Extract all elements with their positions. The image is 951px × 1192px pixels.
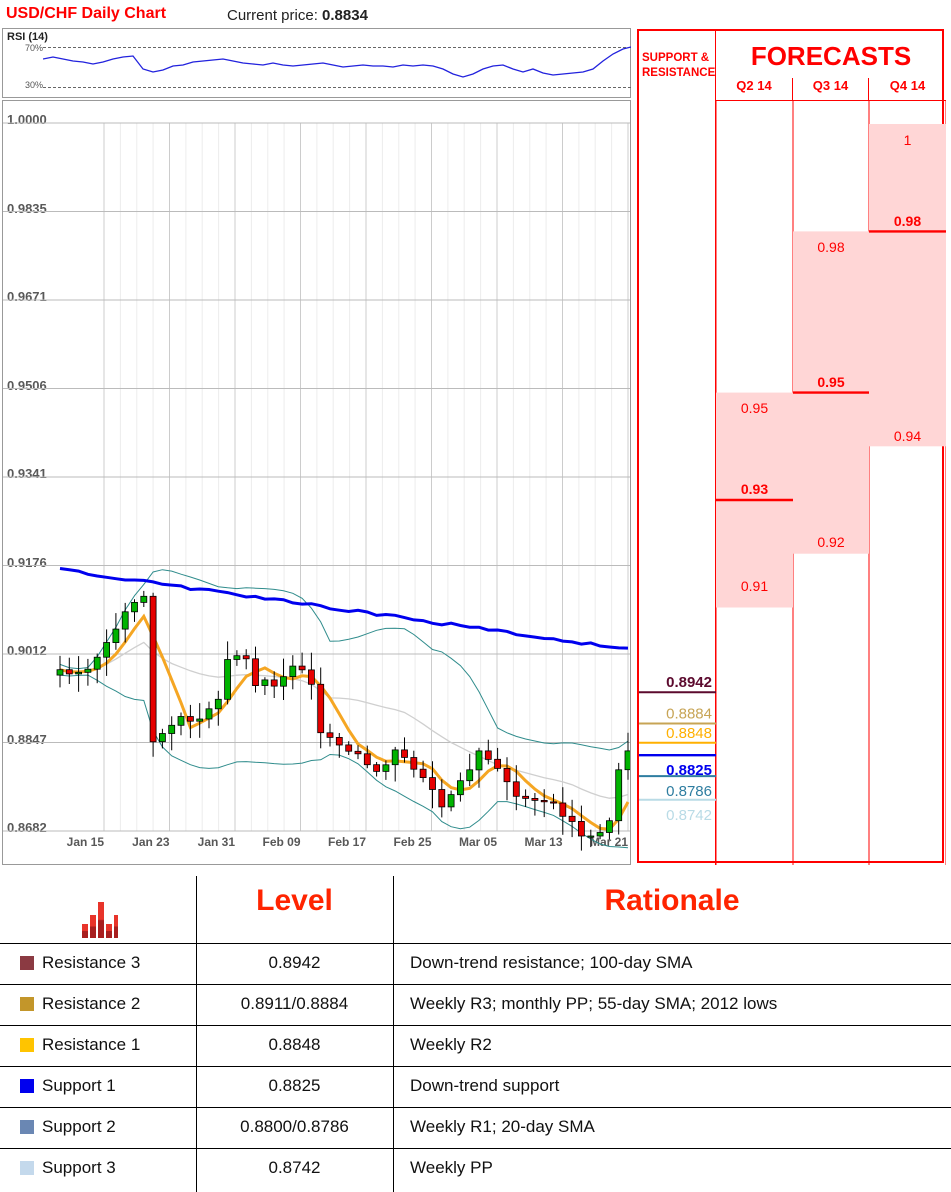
svg-text:0.8786: 0.8786 [666,783,712,800]
svg-text:0.8884: 0.8884 [666,706,712,723]
svg-text:0.95: 0.95 [741,400,768,416]
svg-text:0.8742: 0.8742 [666,807,712,824]
svg-text:0.94: 0.94 [894,428,921,444]
svg-text:0.98: 0.98 [894,213,921,229]
svg-text:0.8848: 0.8848 [666,725,712,742]
svg-text:0.91: 0.91 [741,578,768,594]
svg-text:0.98: 0.98 [817,239,844,255]
svg-text:0.92: 0.92 [817,534,844,550]
svg-text:1: 1 [904,132,912,148]
svg-text:0.8942: 0.8942 [666,674,712,691]
svg-text:0.95: 0.95 [817,374,844,390]
svg-text:0.93: 0.93 [741,481,768,497]
